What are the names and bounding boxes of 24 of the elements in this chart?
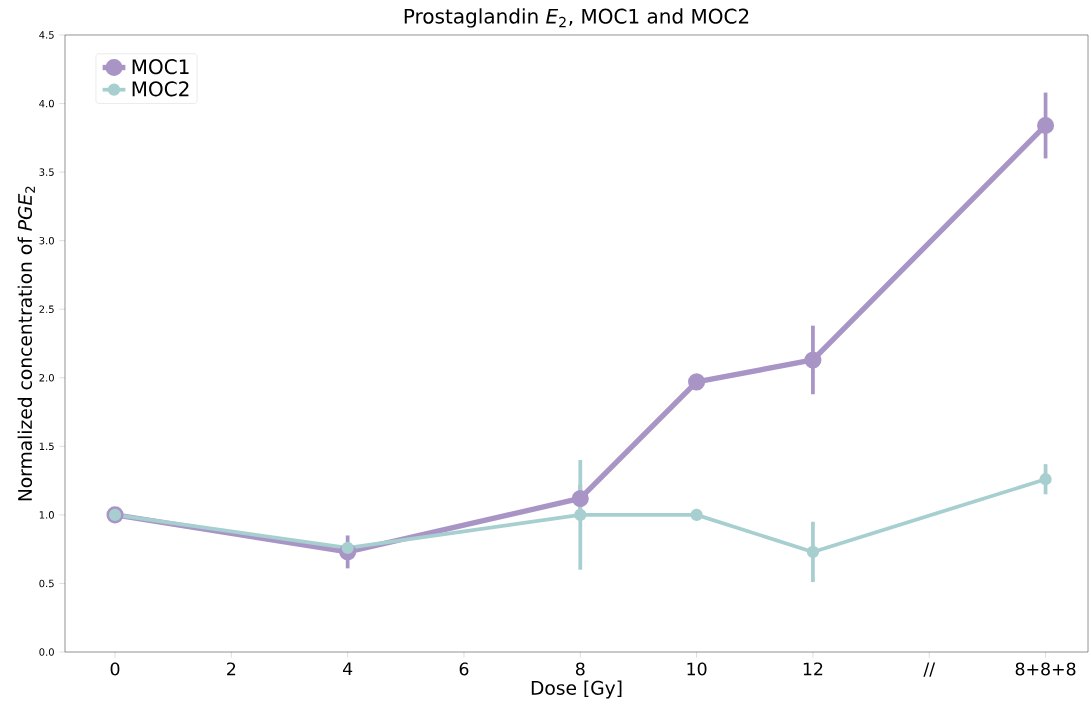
legend-label: MOC1 xyxy=(132,59,189,75)
x-tick-label: 8 xyxy=(575,662,585,676)
x-axis-title: Dose [Gy] xyxy=(531,680,622,699)
chart-title: Prostaglandin E$_{2}$, MOC1 and MOC2 xyxy=(404,8,749,28)
y-tick-label: 3.0 xyxy=(39,236,54,245)
x-tick-label: 10 xyxy=(687,662,707,676)
y-tick-label: 0.5 xyxy=(39,579,54,588)
x-tick-label: 8+8+8 xyxy=(1015,662,1076,676)
y-tick-label: 0.0 xyxy=(39,648,54,656)
x-tick-label: 12 xyxy=(803,662,823,676)
y-tick-label: 1.0 xyxy=(39,511,54,519)
y-tick-label: 2.0 xyxy=(39,373,54,382)
y-tick-label: 4.5 xyxy=(39,31,54,39)
legend-label: MOC2 xyxy=(132,81,189,97)
y-tick-label: 4.0 xyxy=(39,99,54,108)
x-tick-label: 2 xyxy=(227,662,236,676)
x-tick-label: // xyxy=(923,662,936,677)
x-tick-label: 6 xyxy=(459,662,469,676)
y-tick-label: 3.5 xyxy=(39,168,54,176)
y-axis-title: Normalized concentration of PGE$_{2}$ xyxy=(17,186,35,501)
x-tick-label: 0 xyxy=(110,662,120,676)
y-tick-label: 2.5 xyxy=(39,305,54,314)
y-tick-label: 1.5 xyxy=(39,442,54,451)
x-tick-label: 4 xyxy=(342,662,353,676)
